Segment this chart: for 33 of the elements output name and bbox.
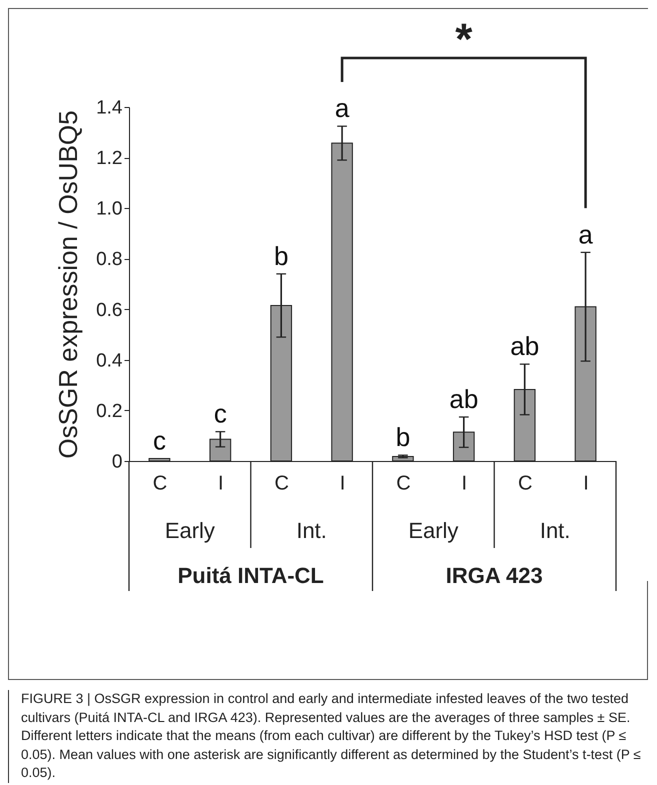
x-tick-label: C [518,472,532,494]
y-tick-label: 0.4 [96,350,123,372]
data-label: b [396,422,410,452]
y-tick-label: 0 [112,452,122,472]
y-tick-label: 0.6 [96,300,122,321]
x-tick-label: I [340,472,346,494]
y-tick-label: 0.2 [96,400,122,422]
text: Early [408,518,458,543]
text: * [455,15,474,64]
x-tick-label: C [152,472,168,494]
text: Int. [540,518,570,543]
text: IRGA 423 [446,563,543,588]
x-tick-label: C [396,472,411,494]
data-label: ab [510,331,540,362]
data-label: a [578,219,594,250]
data-label: b [274,240,288,271]
data-label: c [152,425,166,456]
y-tick-label: 1.2 [96,148,122,170]
data-label: a [334,93,350,124]
y-tick-label: 1.4 [96,98,123,118]
y-axis-title: OsSGR expression / OsUBQ5 [53,110,84,459]
caption: FIGURE 3 | OsSGR expression in control and early and intermediate infested leaves of the two tested cultivars (Puitá INTA-CL and IRGA 423). Represented values are the averages of three samples ± SE. Different letters indicate that the means (from each cultivar) are different by the Tukey’s HSD test (P ≤ 0.05). Mean values with one asterisk are significantly different as determined by the Student’s t-test (P ≤ 0.05). [8,690,646,782]
x-tick-label: C [274,472,289,494]
text: Int. [296,518,327,543]
data-label: ab [449,384,478,414]
x-tick-label: I [583,472,589,494]
y-tick-label: 1.0 [96,198,122,220]
text: Early [164,518,215,543]
y-tick-label: 0.8 [96,249,122,270]
data-label: c [214,398,227,429]
text: Puitá INTA-CL [178,563,324,588]
x-tick-label: I [462,472,468,494]
x-tick-label: I [218,472,224,494]
